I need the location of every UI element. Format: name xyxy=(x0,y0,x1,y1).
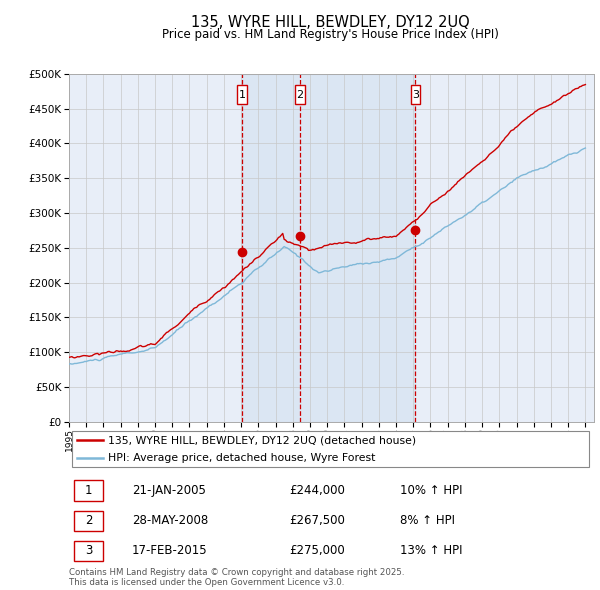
Text: 10% ↑ HPI: 10% ↑ HPI xyxy=(400,484,462,497)
Text: Contains HM Land Registry data © Crown copyright and database right 2025.
This d: Contains HM Land Registry data © Crown c… xyxy=(69,568,404,587)
FancyBboxPatch shape xyxy=(74,510,103,531)
Text: 13% ↑ HPI: 13% ↑ HPI xyxy=(400,545,462,558)
Text: 21-JAN-2005: 21-JAN-2005 xyxy=(132,484,206,497)
Text: 8% ↑ HPI: 8% ↑ HPI xyxy=(400,514,455,527)
Text: 135, WYRE HILL, BEWDLEY, DY12 2UQ (detached house): 135, WYRE HILL, BEWDLEY, DY12 2UQ (detac… xyxy=(109,435,416,445)
FancyBboxPatch shape xyxy=(410,85,420,104)
FancyBboxPatch shape xyxy=(295,85,305,104)
Text: £267,500: £267,500 xyxy=(290,514,346,527)
Text: HPI: Average price, detached house, Wyre Forest: HPI: Average price, detached house, Wyre… xyxy=(109,453,376,463)
FancyBboxPatch shape xyxy=(238,85,247,104)
Text: 17-FEB-2015: 17-FEB-2015 xyxy=(132,545,208,558)
Text: 135, WYRE HILL, BEWDLEY, DY12 2UQ: 135, WYRE HILL, BEWDLEY, DY12 2UQ xyxy=(191,15,469,30)
Text: 1: 1 xyxy=(239,90,245,100)
FancyBboxPatch shape xyxy=(71,431,589,467)
Text: £244,000: £244,000 xyxy=(290,484,346,497)
FancyBboxPatch shape xyxy=(74,541,103,561)
Text: 28-MAY-2008: 28-MAY-2008 xyxy=(132,514,208,527)
Text: 3: 3 xyxy=(85,545,92,558)
Text: 3: 3 xyxy=(412,90,419,100)
Text: £275,000: £275,000 xyxy=(290,545,345,558)
FancyBboxPatch shape xyxy=(74,480,103,500)
Bar xyxy=(242,74,415,422)
Text: 2: 2 xyxy=(296,90,304,100)
Text: Price paid vs. HM Land Registry's House Price Index (HPI): Price paid vs. HM Land Registry's House … xyxy=(161,28,499,41)
Text: 2: 2 xyxy=(85,514,92,527)
Text: 1: 1 xyxy=(85,484,92,497)
